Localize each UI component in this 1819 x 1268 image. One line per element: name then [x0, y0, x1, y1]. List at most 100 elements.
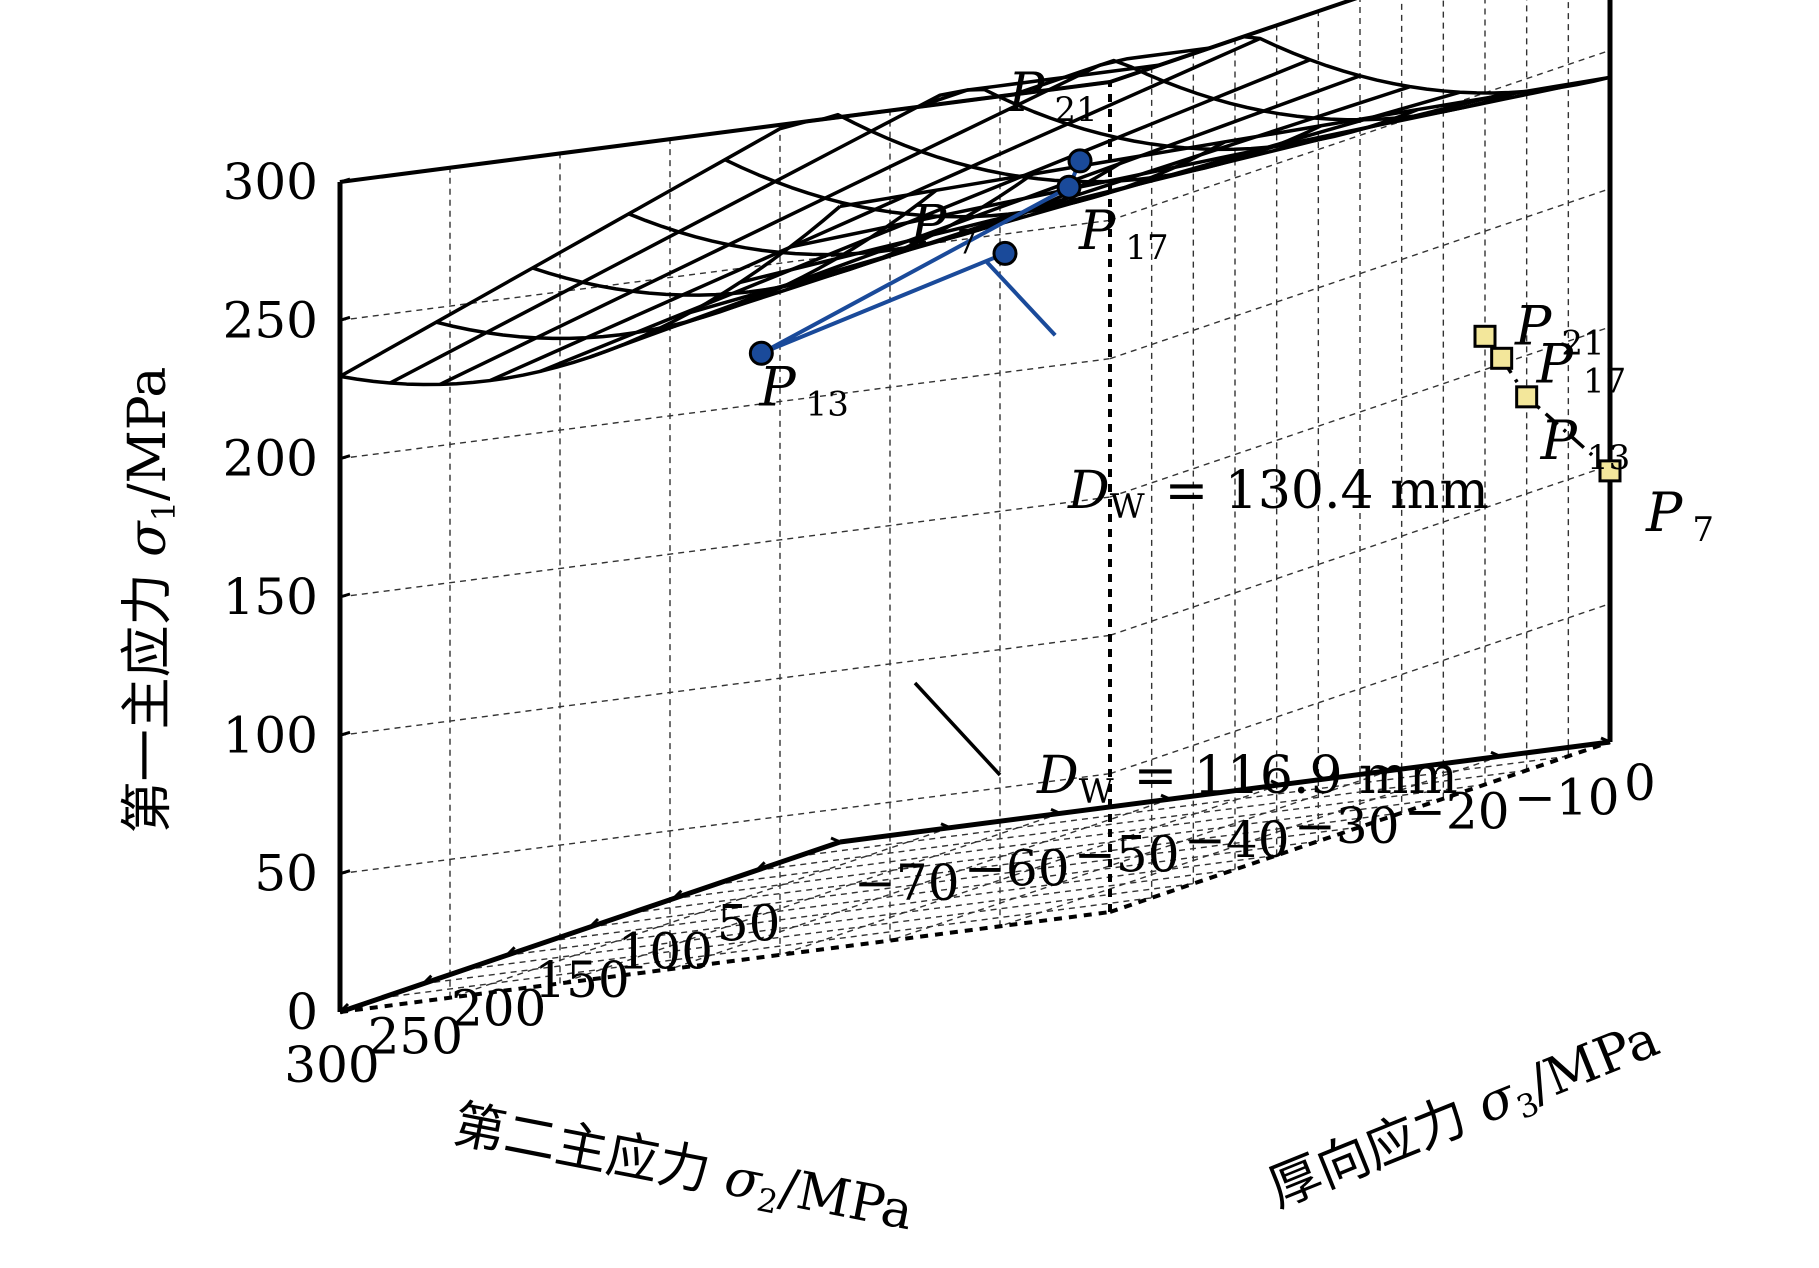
series-2-label-P13-sub: 13 [1587, 438, 1630, 478]
z-tick-label: 50 [254, 845, 318, 903]
z-tick-label: 100 [223, 706, 318, 764]
dw-value: = 130.4 mm [1165, 461, 1489, 521]
series-1-point-P7 [992, 240, 1018, 266]
series-1-point-P13 [748, 340, 774, 366]
grid-line-z-right-wall [1109, 326, 1611, 498]
y-tick-mark [1380, 765, 1391, 772]
x-tick-label: 200 [451, 979, 546, 1037]
dw-value: = 116.9 mm [1134, 746, 1458, 806]
grid-line-x-floor [673, 797, 1444, 900]
z-tick-label: 250 [223, 291, 318, 349]
series-1-label-P17-sub: 17 [1125, 228, 1168, 268]
grid-line-z-right-wall [1109, 49, 1611, 221]
series-1-label-P13: P 13 [758, 355, 849, 424]
surface-gridline-x [589, 74, 1361, 359]
y-tick-label: −60 [964, 840, 1070, 898]
surface-gridline-x [489, 36, 1261, 383]
y-tick-mark [830, 836, 841, 844]
series-2-label-P13: P 13 [1540, 409, 1631, 478]
y-tick-mark [1270, 779, 1281, 787]
z-axis-label-text: 第一主应力 [118, 557, 178, 834]
series-2-point-P21 [1473, 324, 1497, 348]
y-tick-label: −50 [1074, 825, 1180, 883]
grid-line-x-floor [548, 840, 1319, 942]
z-tick-label: 150 [223, 568, 318, 626]
series-2-label-P17-sub: 17 [1583, 361, 1626, 401]
grid-line-y-floor [889, 769, 1391, 942]
y-tick-mark [1490, 750, 1501, 758]
x-tick-mark [505, 946, 516, 957]
z-axis-label-suf: /MPa [118, 367, 178, 501]
z-tick-mark [339, 592, 351, 599]
dw-subscript: W [1079, 772, 1114, 812]
grid-line-y-floor [779, 784, 1281, 956]
y-axis-line [839, 739, 1611, 845]
series-1-label-P17: P 17 [1078, 199, 1169, 268]
grid-line-x-floor [381, 897, 1152, 999]
z-tick-mark [339, 315, 351, 322]
grid-line-z-right-wall [1109, 603, 1611, 775]
series-1-point-P21 [1067, 148, 1093, 174]
grid-line-x-floor [506, 854, 1277, 957]
x-tick-mark [755, 861, 766, 872]
annotation-2-leader [913, 681, 1002, 777]
z-tick-mark [339, 454, 351, 461]
z-tick-label: 200 [223, 430, 318, 488]
z-tick-label: 300 [223, 153, 318, 211]
grid-line-x-floor [464, 868, 1236, 971]
series-1-point-P17 [1056, 174, 1082, 200]
grid-line-y-floor [449, 827, 951, 999]
series-2-label-P21-sub: 21 [1561, 323, 1604, 363]
back-grid [339, 0, 1611, 999]
y-tick-mark [1050, 808, 1061, 815]
y-tick-label: −10 [1514, 768, 1620, 826]
series-2-point-P7 [1598, 459, 1622, 483]
annotation-1-leader [983, 258, 1057, 337]
grid-line-y-floor [559, 812, 1061, 985]
surface-gridline-x [789, 85, 1561, 249]
grid-line-z-left-wall [339, 496, 1111, 598]
z-tick-mark [339, 730, 351, 737]
x-tick-label: 250 [368, 1008, 463, 1066]
annotation-2-text: DW = 116.9 mm [1036, 746, 1458, 812]
grid-line-x-floor [798, 755, 1569, 857]
x-tick-label: 100 [618, 923, 713, 981]
grid-line-x-floor [423, 882, 1194, 985]
grid-line [840, 289, 1110, 359]
grid-line-x-floor [589, 826, 1361, 928]
y-tick-label: −20 [1404, 783, 1510, 841]
frame-back-edge [339, 910, 1111, 1014]
grid-line-x-floor [756, 769, 1527, 872]
series-1-label-P13-sub: 13 [806, 384, 849, 424]
grid-line-y-floor [999, 755, 1501, 927]
x-tick-mark [672, 889, 683, 900]
x-tick-label: 300 [284, 1036, 379, 1094]
series-2-point-P17 [1490, 346, 1514, 370]
z-tick-mark [339, 177, 351, 184]
grid-line-y-floor [669, 798, 1171, 970]
grid-line-z-left-wall [339, 357, 1111, 460]
z-axis-label-sub: 1 [145, 501, 183, 521]
grid-line-x-floor [714, 783, 1486, 886]
grid-line-z-left-wall [339, 772, 1111, 875]
y-tick-label: 0 [1624, 754, 1656, 812]
x-tick-mark [588, 917, 600, 929]
dw-symbol: D [1067, 461, 1110, 521]
grid-line [840, 565, 1110, 635]
y-axis-label-text: 厚向应力 [1260, 1080, 1491, 1220]
dw-symbol: D [1036, 746, 1079, 806]
surface-gridline-x [689, 90, 1461, 315]
y-axis-label: 厚向应力 σ3/MPa [1260, 1009, 1669, 1225]
frame-back-edge [1109, 740, 1611, 914]
x-axis-label-text: 第二主应力 [448, 1094, 731, 1206]
surface-gridline-x [339, 80, 1111, 378]
series-1-label-P7-sub: 7 [956, 222, 978, 262]
y-tick-label: −70 [854, 854, 960, 912]
surface-gridline-x [539, 58, 1311, 374]
x-tick-label: 150 [534, 951, 629, 1009]
